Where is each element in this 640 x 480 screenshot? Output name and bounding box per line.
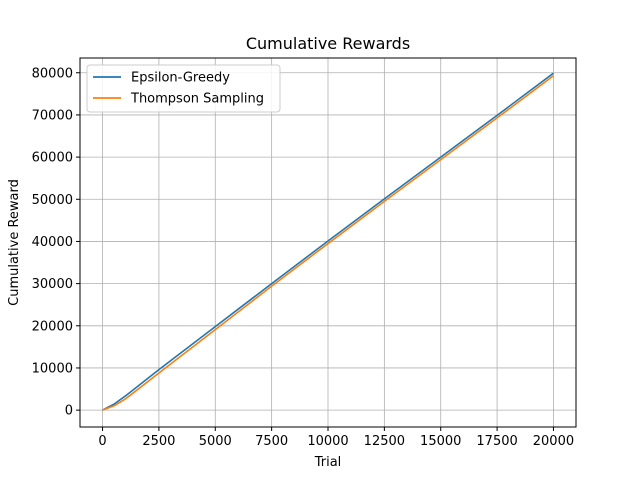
x-tick-label: 20000 xyxy=(533,434,574,449)
y-tick-label: 60000 xyxy=(32,151,73,166)
y-tick-label: 70000 xyxy=(32,108,73,123)
y-axis-label: Cumulative Reward xyxy=(7,179,22,306)
y-tick-label: 40000 xyxy=(32,235,73,250)
series-layer xyxy=(102,72,554,411)
y-tick-label: 50000 xyxy=(32,193,73,208)
y-tick-label: 0 xyxy=(65,404,73,419)
series-line-0 xyxy=(102,72,554,411)
series-line-1 xyxy=(102,75,554,411)
y-tick-label: 20000 xyxy=(32,319,73,334)
x-tick-label: 15000 xyxy=(420,434,461,449)
x-tick-label: 10000 xyxy=(307,434,348,449)
x-axis-label: Trial xyxy=(314,455,342,470)
y-tick-label: 10000 xyxy=(32,361,73,376)
y-tick-label: 30000 xyxy=(32,277,73,292)
x-tick-label: 5000 xyxy=(199,434,232,449)
x-tick-label: 12500 xyxy=(364,434,405,449)
chart-title: Cumulative Rewards xyxy=(246,34,410,53)
x-tick-label: 2500 xyxy=(142,434,175,449)
legend-box xyxy=(86,64,281,113)
legend-label-1: Thompson Sampling xyxy=(130,92,264,107)
legend: Epsilon-Greedy Thompson Sampling xyxy=(86,64,281,113)
x-tick-label: 17500 xyxy=(476,434,517,449)
x-tick-label: 7500 xyxy=(255,434,288,449)
x-tick-label: 0 xyxy=(98,434,106,449)
y-tick-label: 80000 xyxy=(32,66,73,81)
legend-label-0: Epsilon-Greedy xyxy=(131,71,230,86)
ticks: 0 2500 5000 7500 10000 12500 15000 17500 20000 0 1… xyxy=(32,66,574,449)
